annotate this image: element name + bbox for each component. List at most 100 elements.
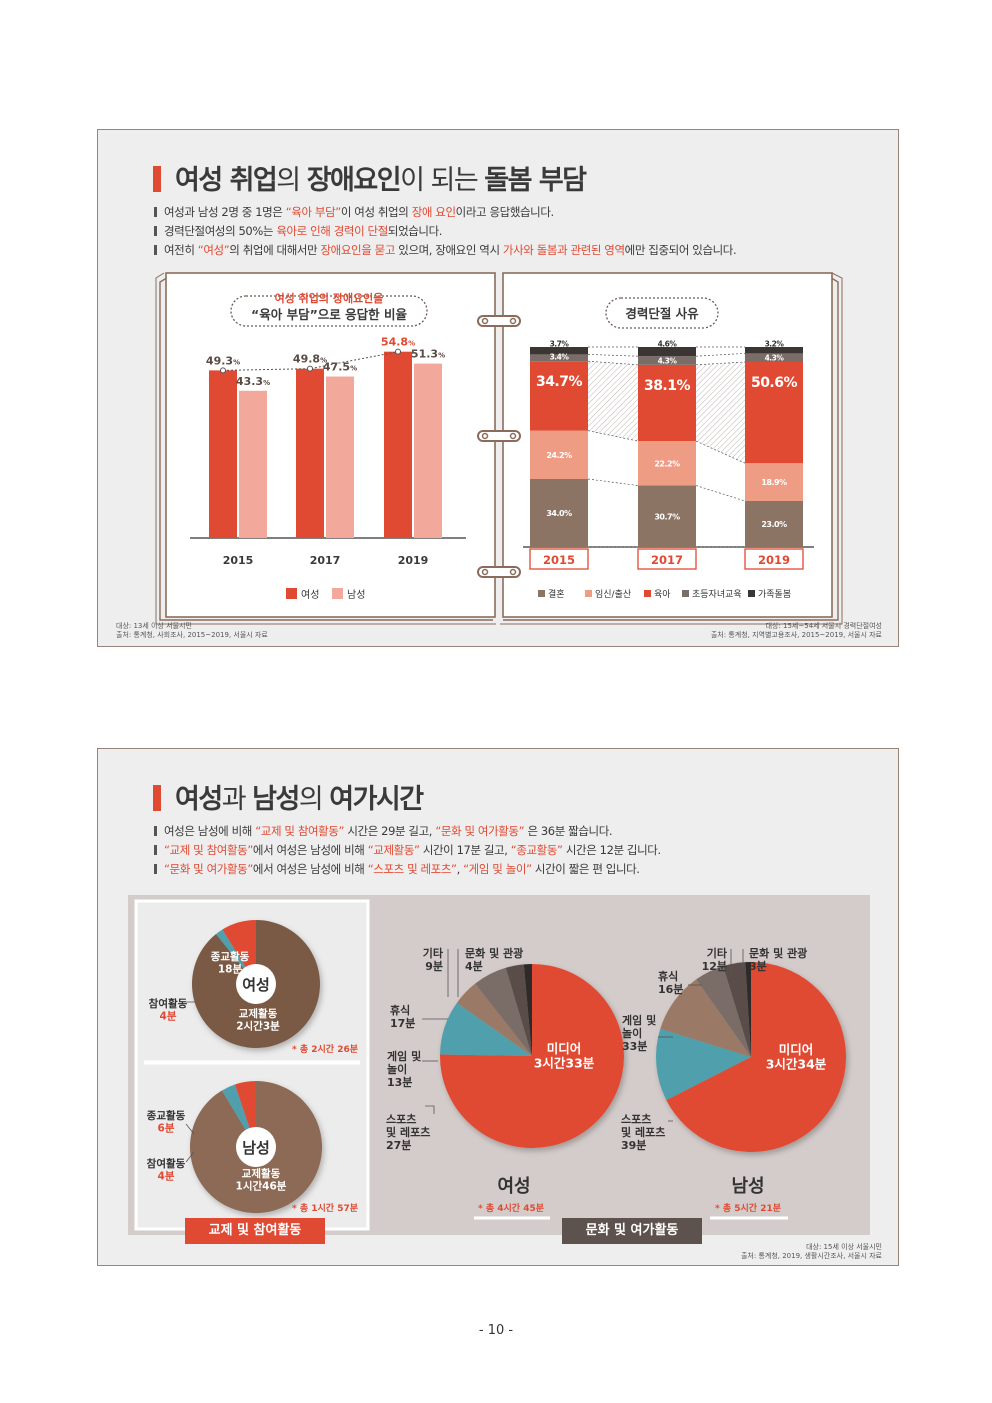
legend-label: 임신/출산	[595, 588, 631, 600]
legend-swatch	[644, 590, 651, 597]
stack-seg-초등자녀교육-2019	[745, 353, 803, 362]
bar-남성-2015	[239, 390, 267, 538]
bar-unit: %	[263, 379, 270, 387]
bar-여성-2015	[209, 370, 237, 538]
pie-label-line: 미디어	[547, 1041, 582, 1056]
stack-value-label: 4.3%	[765, 354, 785, 363]
bar-value: 43.3	[236, 375, 263, 388]
pie-label: 교제활동 2시간3분	[236, 1007, 280, 1033]
pie-label-line: 참여활동	[147, 1157, 186, 1170]
stack-connector-line	[587, 478, 639, 486]
bar-unit: %	[233, 358, 240, 366]
bar-value-label: 49.3%	[206, 354, 240, 367]
bullet-2: “교제 및 참여활동”에서 여성은 남성에 비해 “교제활동” 시간이 17분 …	[154, 841, 661, 860]
stack-seg-가족돌봄-2019	[745, 347, 803, 354]
pie-label: 교제활동 1시간46분	[236, 1167, 287, 1193]
pie-title: 남성	[731, 1176, 764, 1197]
stack-value-label: 4.6%	[658, 340, 678, 349]
pie-label-line: 33분	[622, 1040, 647, 1053]
pie-label-line: 27분	[386, 1139, 411, 1152]
pie-2	[440, 964, 625, 1148]
pie-label-line: * 총 4시간 45분	[478, 1202, 544, 1214]
bar-unit: %	[408, 340, 415, 348]
bar-value-label: 54.8%	[381, 336, 415, 349]
pie-label-line: 16분	[658, 983, 683, 996]
pie-label-line: 3시간34분	[766, 1057, 827, 1072]
pie-label-line: 4분	[465, 960, 483, 973]
pie-slice-스포츠 및 레포츠	[440, 1002, 532, 1056]
leader-line	[425, 1105, 435, 1114]
pie-label-line: 게임 및	[622, 1013, 656, 1027]
pie-label: 참여활동 4분	[147, 1157, 186, 1183]
stack-connector-line	[695, 353, 746, 357]
legend-swatch	[585, 590, 592, 597]
stack-value-label: 38.1%	[644, 378, 691, 394]
trend-line	[222, 351, 399, 371]
bar-value: 54.8	[381, 336, 408, 349]
stack-seg-초등자녀교육-2015	[530, 354, 588, 362]
bullet-3: 여전히 “여성”의 취업에 대해서만 장애요인을 묻고 있으며, 장애요인 역시…	[154, 241, 737, 260]
barchart-women-employment-obstacle: 49.3%43.3%201549.8%47.5%201754.8%51.3%20…	[190, 336, 466, 601]
bar-category-label: 2019	[398, 554, 429, 567]
stack-value-label: 23.0%	[761, 520, 787, 529]
pie-label-line: 18분	[218, 963, 243, 976]
bar-category-label: 2017	[310, 554, 341, 567]
pie-label: 게임 및 놀이 13분	[387, 1049, 421, 1089]
pie-label-line: 4분	[158, 1170, 175, 1183]
pie-label-line: 스포츠	[386, 1113, 416, 1126]
stack-year-box	[529, 548, 589, 570]
pie-center	[236, 964, 276, 1004]
stack-seg-결혼-2019	[745, 501, 803, 547]
stack-value-label: 3.2%	[765, 340, 785, 349]
pie-label: 기타 9분	[423, 946, 444, 973]
left-chart-title-line2: “육아 부담”으로 응답한 비율	[251, 307, 407, 322]
pie-label: 기타 12분	[702, 946, 728, 973]
pie-label-line: 미디어	[779, 1042, 814, 1057]
stack-value-label: 24.2%	[546, 451, 572, 460]
pie-label-line: 1시간46분	[236, 1180, 287, 1193]
pie-label-line: 4분	[160, 1010, 177, 1023]
stack-year-box	[744, 548, 804, 570]
stack-connector-line	[695, 440, 746, 464]
pie-slice-미디어	[666, 962, 846, 1152]
bullet-2: 경력단절여성의 50%는 육아로 인해 경력이 단절되었습니다.	[154, 222, 736, 241]
pie-label-line: 종교활동	[211, 950, 250, 963]
pie-label-line: 문화 및 관광	[465, 946, 523, 960]
pie-label-line: 및 레포츠	[386, 1125, 430, 1139]
pie-slice-게임 및 놀이	[456, 983, 532, 1056]
pie-slice-미디어	[440, 964, 625, 1148]
culture-leisure-label: 문화 및 여가활동	[562, 1218, 702, 1244]
pie-label-line: 13분	[387, 1076, 412, 1089]
bullet-marker-icon	[154, 245, 157, 255]
stack-seg-임신/출산-2015	[530, 430, 588, 479]
stack-connector	[588, 361, 638, 442]
title-bar-icon	[153, 166, 161, 192]
stack-value-label: 50.6%	[751, 375, 798, 391]
pie-center	[236, 1127, 276, 1167]
bullet-3: “문화 및 여가활동”에서 여성은 남성에 비해 “스포츠 및 레포츠”, “게…	[154, 860, 661, 879]
stack-connector-line	[695, 361, 746, 366]
pie-slice-휴식	[696, 966, 751, 1057]
bar-value-label: 51.3%	[411, 348, 445, 361]
bar-여성-2017	[296, 368, 324, 538]
bullet-1: 여성은 남성에 비해 “교제 및 참여활동” 시간은 29분 길고, “문화 및…	[154, 822, 661, 841]
stack-connector-line	[587, 354, 639, 357]
legend-label: 초등자녀교육	[692, 589, 742, 600]
pie-center-label: 여성	[242, 976, 270, 994]
pie-label-line: 스포츠	[621, 1113, 651, 1126]
bullet-marker-icon	[154, 826, 157, 836]
pie-center-label: 남성	[242, 1139, 270, 1157]
pie-label-line: 3분	[749, 960, 767, 973]
pie-label-line: 2시간3분	[236, 1020, 280, 1033]
left-chart-title-box	[230, 295, 428, 327]
pie-slice-기타	[505, 964, 532, 1056]
pie-label: 미디어 3시간34분	[766, 1042, 827, 1072]
bar-category-label: 2015	[223, 554, 254, 567]
pie-label: 문화 및 관광 4분	[465, 946, 523, 973]
pie-label-line: 6분	[158, 1122, 175, 1135]
legend-swatch	[286, 588, 297, 599]
legend-swatch	[332, 588, 343, 599]
leader-line	[185, 1151, 195, 1163]
pie-label-line: 기타	[423, 946, 444, 960]
pie-label-line: 9분	[425, 960, 443, 973]
